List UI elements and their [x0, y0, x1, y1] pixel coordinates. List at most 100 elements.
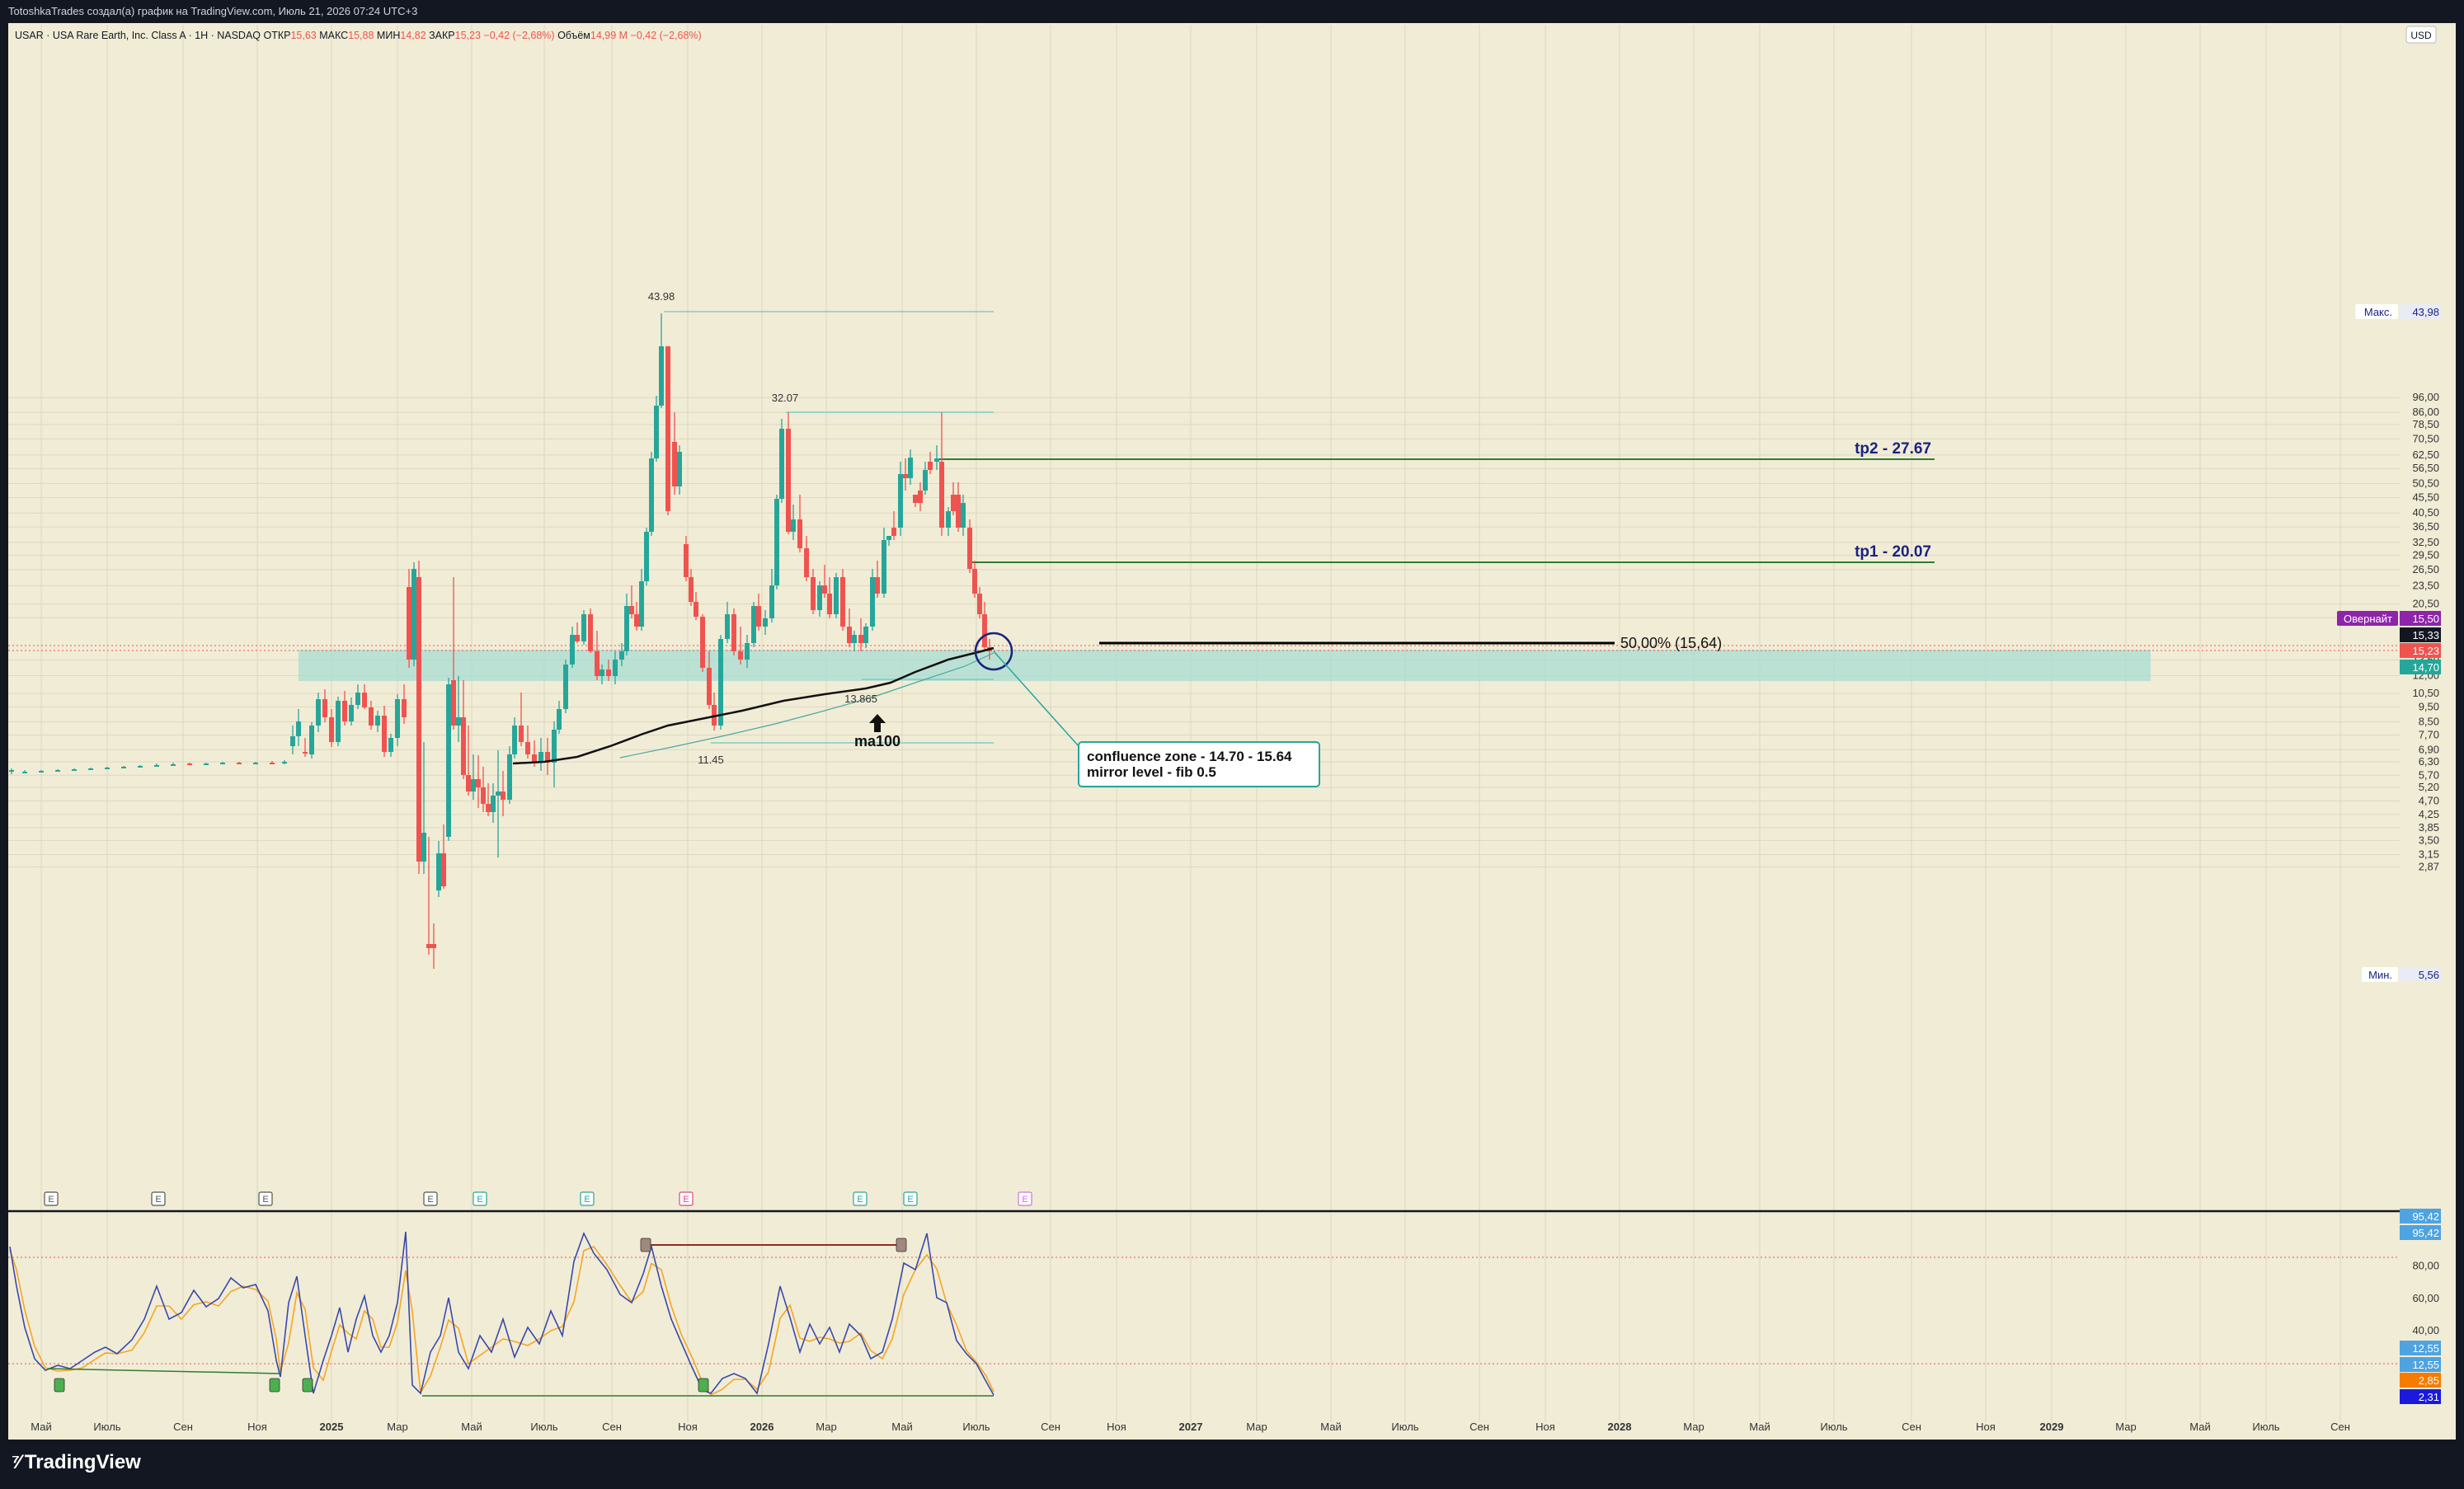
earnings-marker-label: E	[48, 1195, 54, 1205]
time-tick: Сен	[1041, 1421, 1060, 1433]
candle-body	[322, 699, 327, 717]
time-tick: Ноя	[678, 1421, 698, 1433]
svg-text:95,42: 95,42	[2412, 1227, 2439, 1239]
earnings-marker[interactable]: E	[44, 1191, 59, 1206]
candle-body	[411, 569, 416, 660]
candle-body	[961, 503, 966, 528]
oscillator-axis[interactable]: 80,0060,0040,0020,0095,4295,4212,5512,55…	[2400, 1209, 2441, 1404]
oscillator-pane	[8, 1231, 2400, 1397]
price-tick: 9,50	[2419, 700, 2439, 712]
earnings-marker-label: E	[427, 1195, 433, 1205]
candle-body	[689, 577, 694, 602]
candle-body	[138, 766, 143, 768]
earnings-marker[interactable]: E	[853, 1191, 868, 1206]
callout-line-1: confluence zone - 14.70 - 15.64	[1087, 749, 1292, 764]
time-tick: 2029	[2040, 1421, 2064, 1433]
price-tick: 70,50	[2412, 432, 2439, 444]
time-tick: Сен	[2330, 1421, 2350, 1433]
candle-body	[461, 717, 466, 775]
price-tick: 96,00	[2412, 391, 2439, 403]
candle-body	[588, 614, 593, 651]
earnings-marker[interactable]: E	[903, 1191, 918, 1206]
candle-body	[512, 726, 517, 754]
time-axis[interactable]: Май Июль Сен Ноя 2025 Мар Май Июль Сен Ноя 2026 Мар…	[31, 1421, 2350, 1433]
price-tick: 10,50	[2412, 687, 2439, 699]
earnings-marker[interactable]: E	[473, 1191, 487, 1206]
osc-signal-marker	[896, 1238, 907, 1252]
svg-text:Мин.: Мин.	[2368, 969, 2392, 981]
osc-signal-marker	[54, 1378, 65, 1393]
candle-body	[441, 853, 446, 886]
price-tick: 7,70	[2419, 728, 2439, 740]
candle-body	[886, 536, 891, 540]
time-tick: 2028	[1608, 1421, 1632, 1433]
candle-body	[362, 693, 367, 707]
callout-box[interactable]: confluence zone - 14.70 - 15.64 mirror l…	[1078, 741, 1320, 787]
zone-price-badge: 14,70	[2400, 660, 2441, 674]
osc-signal-marker	[698, 1378, 709, 1393]
candle-body	[977, 594, 982, 614]
time-tick: Мар	[2115, 1421, 2136, 1433]
candle-body	[707, 668, 712, 705]
candle-body	[290, 736, 295, 746]
candle-body	[694, 602, 698, 617]
price-tick: 6,90	[2419, 743, 2439, 755]
tradingview-logo[interactable]: ⁷⁄ TradingView	[12, 1451, 141, 1474]
candle-body	[355, 693, 360, 705]
osc-badge-top-2: 95,42	[2400, 1225, 2441, 1240]
osc-badge-blue: 2,31	[2400, 1389, 2441, 1404]
close-price-badge: 15,23	[2400, 643, 2441, 658]
callout-connector	[993, 651, 1079, 747]
chart-area[interactable]: 43.98 32.07 11.45 13.865 ma100 tp2 - 27.…	[8, 23, 2456, 1440]
chart-canvas[interactable]: 43.98 32.07 11.45 13.865 ma100 tp2 - 27.…	[8, 23, 2456, 1440]
time-tick: 2027	[1179, 1421, 1203, 1433]
candle-body	[496, 791, 501, 796]
candle-body	[466, 775, 471, 791]
currency-button[interactable]: USD	[2405, 26, 2437, 44]
candle-body	[407, 587, 411, 660]
trend-line	[619, 652, 995, 759]
candle-body	[486, 804, 491, 812]
earnings-marker-label: E	[584, 1195, 590, 1205]
time-tick: Июль	[962, 1421, 990, 1433]
earnings-marker-label: E	[477, 1195, 482, 1205]
chart-attribution: TotoshkaTrades создал(а) график на Tradi…	[0, 0, 2464, 23]
candle-body	[22, 772, 27, 773]
price-tick: 26,50	[2412, 563, 2439, 575]
candle-body	[908, 458, 913, 478]
candle-body	[834, 577, 839, 614]
fib-label: 50,00% (15,64)	[1620, 635, 1722, 651]
time-tick: Сен	[602, 1421, 622, 1433]
confluence-zone	[299, 650, 2151, 681]
earnings-marker[interactable]: E	[423, 1191, 438, 1206]
earnings-marker-label: E	[155, 1195, 161, 1205]
svg-text:2,85: 2,85	[2419, 1374, 2439, 1387]
earnings-marker[interactable]: E	[1018, 1191, 1032, 1206]
candle-body	[532, 754, 537, 763]
confluence-circle[interactable]	[974, 632, 1013, 671]
tp2-label: tp2 - 27.67	[1855, 440, 1931, 458]
price-tick: 5,70	[2419, 768, 2439, 781]
candle-body	[629, 606, 634, 614]
overnight-price-badge: 15,50	[2400, 611, 2441, 626]
candle-body	[634, 614, 639, 627]
price-tick: 86,00	[2412, 406, 2439, 418]
earnings-marker[interactable]: E	[679, 1191, 694, 1206]
candle-body	[187, 763, 192, 765]
max-price-badge: 43,98	[2400, 304, 2441, 319]
time-tick: Ноя	[1107, 1421, 1126, 1433]
price-tick: 29,50	[2412, 549, 2439, 561]
min-price-badge: 5,56	[2400, 967, 2441, 982]
svg-text:12,55: 12,55	[2412, 1342, 2439, 1355]
time-tick: Мар	[387, 1421, 407, 1433]
candle-body	[552, 730, 557, 763]
time-tick: 2025	[320, 1421, 344, 1433]
time-tick: Мар	[1683, 1421, 1704, 1433]
earnings-marker[interactable]: E	[151, 1191, 166, 1206]
candle-body	[491, 796, 496, 812]
svg-text:Овернайт: Овернайт	[2344, 613, 2392, 625]
earnings-marker[interactable]: E	[258, 1191, 273, 1206]
earnings-marker[interactable]: E	[580, 1191, 595, 1206]
candle-body	[581, 614, 586, 641]
